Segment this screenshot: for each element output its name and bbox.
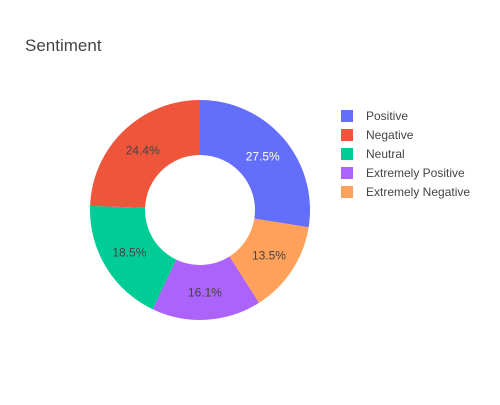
slice-neutral[interactable] <box>90 205 177 310</box>
legend-swatch-extremely-positive <box>341 167 353 179</box>
legend-swatch-positive <box>341 110 353 122</box>
legend-item-negative[interactable]: Negative <box>341 128 414 142</box>
legend-swatch-negative <box>341 129 353 141</box>
legend-label-extremely-negative: Extremely Negative <box>366 185 470 199</box>
legend-label-negative: Negative <box>366 128 414 142</box>
legend-label-extremely-positive: Extremely Positive <box>366 166 465 180</box>
slice-negative[interactable] <box>90 100 200 208</box>
legend: Positive Negative Neutral Extremely Positiv… <box>341 109 470 199</box>
chart-title: Sentiment <box>25 36 102 55</box>
legend-item-extremely-negative[interactable]: Extremely Negative <box>341 185 470 199</box>
donut-slices <box>90 100 310 320</box>
legend-item-extremely-positive[interactable]: Extremely Positive <box>341 166 465 180</box>
legend-swatch-neutral <box>341 148 353 160</box>
legend-label-positive: Positive <box>366 109 408 123</box>
slice-label-neutral: 18.5% <box>112 246 146 260</box>
slice-label-extremely-negative: 13.5% <box>252 248 286 262</box>
slice-label-positive: 27.5% <box>246 149 280 163</box>
legend-item-positive[interactable]: Positive <box>341 109 408 123</box>
legend-label-neutral: Neutral <box>366 147 405 161</box>
donut-slice-labels: 27.5% 13.5% 16.1% 18.5% 24.4% <box>112 144 286 300</box>
slice-extremely-negative[interactable] <box>229 218 309 303</box>
slice-label-negative: 24.4% <box>126 144 160 158</box>
slice-extremely-positive[interactable] <box>152 256 259 320</box>
slice-label-extremely-positive: 16.1% <box>188 285 222 299</box>
slice-positive[interactable] <box>200 100 310 228</box>
legend-swatch-extremely-negative <box>341 186 353 198</box>
legend-item-neutral[interactable]: Neutral <box>341 147 405 161</box>
